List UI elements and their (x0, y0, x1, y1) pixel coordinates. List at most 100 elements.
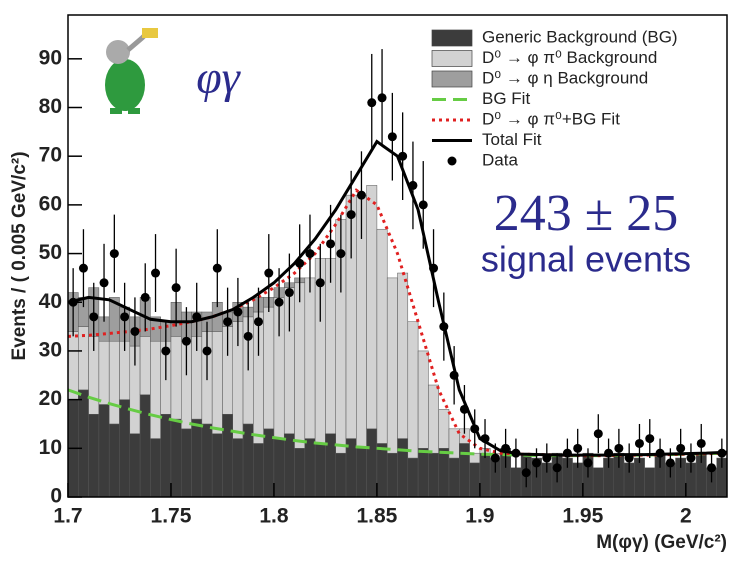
histogram-bar (438, 448, 450, 498)
histogram-bar (170, 336, 182, 420)
y-tick-label: 80 (39, 95, 62, 118)
histogram-bar (479, 452, 491, 498)
legend-label: Generic Background (BG) (482, 27, 678, 46)
data-point (408, 180, 418, 190)
histogram-bar (211, 331, 223, 434)
histogram-bar (417, 448, 429, 498)
data-point (377, 93, 387, 103)
data-point (573, 443, 583, 453)
y-tick-label: 90 (39, 46, 62, 69)
y-tick-label: 40 (39, 290, 62, 313)
histogram-bar (139, 336, 151, 396)
histogram-bar (407, 321, 419, 459)
data-point (624, 453, 634, 463)
data-point (212, 263, 222, 273)
data-point (676, 443, 686, 453)
histogram-bar (644, 467, 656, 498)
data-point (171, 283, 181, 293)
histogram-bar (459, 443, 470, 498)
data-point (562, 448, 572, 458)
data-point (192, 312, 202, 322)
x-tick-label: 1.95 (562, 505, 603, 528)
data-point (274, 297, 284, 307)
logo (105, 28, 158, 114)
data-point (583, 458, 593, 468)
data-point (243, 331, 253, 341)
histogram-bar (448, 457, 460, 498)
data-point (387, 132, 397, 142)
histogram-bar (263, 306, 275, 430)
histogram-bar (304, 277, 316, 439)
data-point (151, 268, 161, 278)
legend-swatch (431, 50, 473, 67)
data-point (161, 346, 171, 356)
annotation: signal events (481, 239, 691, 280)
histogram-bar (108, 423, 120, 498)
histogram-bar (78, 389, 89, 498)
histogram-bar (98, 340, 110, 405)
data-point (295, 258, 305, 268)
legend: Generic Background (BG) D⁰ → φ π⁰ Backgro… (428, 26, 725, 174)
histogram-bar (232, 438, 244, 498)
histogram-bar (325, 258, 336, 434)
data-point (532, 458, 542, 468)
y-tick-label: 30 (39, 338, 62, 361)
histogram-bar (211, 433, 223, 498)
data-point (367, 98, 377, 108)
data-point (593, 429, 603, 439)
histogram-bar (108, 340, 120, 425)
data-point (336, 249, 346, 259)
legend-label: Data (482, 150, 518, 169)
fit-line (67, 139, 728, 457)
histogram-bar (263, 428, 275, 498)
data-point (686, 453, 696, 463)
data-point (109, 249, 119, 259)
histogram-bar (438, 409, 450, 449)
data-point (552, 463, 562, 473)
annotation: φγ (196, 52, 241, 103)
data-point (429, 263, 439, 273)
data-point (459, 404, 469, 414)
histogram-bar (356, 448, 367, 498)
data-point (707, 463, 717, 473)
data-point (480, 434, 490, 444)
histogram-bar (170, 418, 182, 498)
data-point (418, 200, 428, 210)
data-point (521, 468, 531, 478)
histogram-bar (634, 457, 645, 498)
data-point (305, 249, 315, 259)
histogram-bar (428, 452, 439, 498)
data-point (78, 263, 88, 273)
data-point (89, 312, 99, 322)
data-point (356, 190, 366, 200)
histogram-bar (397, 438, 409, 498)
histogram-bar (572, 462, 584, 498)
data-point (696, 438, 706, 448)
x-tick-label: 1.9 (465, 505, 494, 528)
histogram-bar (139, 394, 151, 498)
plot-area (67, 49, 728, 498)
data-point (181, 336, 191, 346)
data-point (99, 278, 109, 288)
histogram-bar (88, 413, 100, 498)
histogram-bar (366, 185, 378, 430)
data-point (717, 448, 727, 458)
y-axis-title: Events / ( 0.005 GeV/c²) (9, 151, 30, 360)
y-tick-label: 70 (39, 144, 62, 167)
data-point (470, 424, 480, 434)
x-tick-label: 2 (680, 505, 692, 528)
histogram-bar (150, 340, 161, 439)
histogram-bar (294, 282, 306, 449)
histogram-bar (222, 413, 233, 498)
legend-swatch (431, 70, 473, 88)
histogram-bar (417, 350, 429, 449)
histogram-bar (376, 443, 388, 498)
histogram-bar (253, 443, 264, 498)
data-point (645, 434, 655, 444)
data-point (202, 346, 212, 356)
legend-label: D⁰ → φ π⁰ Background (482, 48, 657, 67)
data-point (264, 268, 274, 278)
histogram-bar (150, 438, 161, 498)
data-point (223, 317, 233, 327)
histogram-bar (428, 384, 439, 454)
